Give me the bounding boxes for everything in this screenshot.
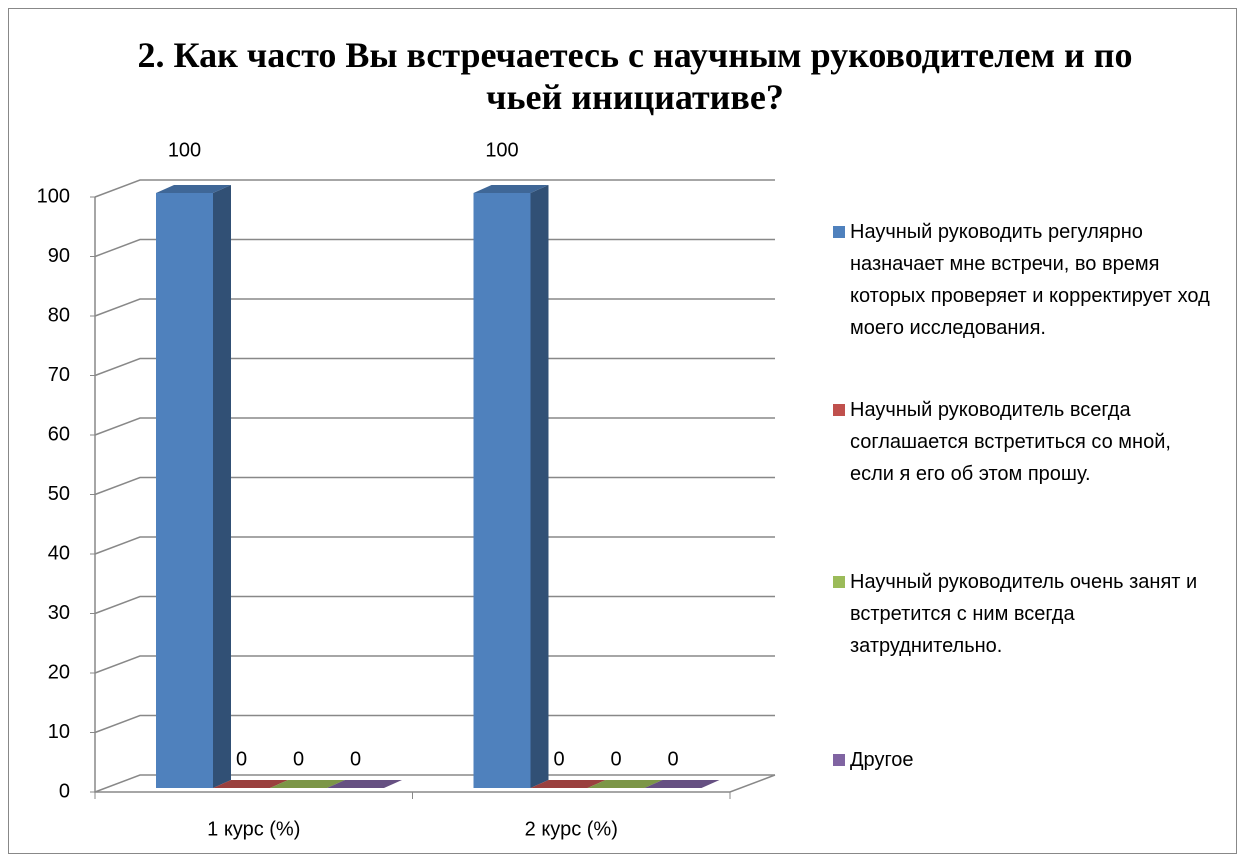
data-label: 0 bbox=[236, 748, 247, 770]
y-tick-label: 100 bbox=[37, 185, 70, 207]
grid-line bbox=[94, 595, 775, 615]
data-label: 0 bbox=[350, 748, 361, 770]
x-tick-label: 1 курс (%) bbox=[207, 818, 300, 840]
grid-line bbox=[94, 476, 775, 496]
bar-top bbox=[156, 185, 231, 193]
legend-swatch bbox=[833, 404, 845, 416]
data-label: 100 bbox=[485, 139, 518, 161]
bar-top bbox=[587, 780, 663, 788]
x-tick-label: 2 курс (%) bbox=[525, 818, 618, 840]
data-label: 0 bbox=[293, 748, 304, 770]
data-label: 100 bbox=[168, 139, 201, 161]
grid-line bbox=[94, 714, 775, 734]
grid-line bbox=[94, 298, 775, 317]
grid-line bbox=[94, 536, 775, 555]
grid-line bbox=[94, 655, 775, 674]
y-tick-label: 0 bbox=[59, 780, 70, 802]
bar bbox=[156, 193, 213, 788]
grid-line bbox=[94, 179, 775, 198]
legend-label: Научный руководить регулярно назначает м… bbox=[850, 221, 1210, 339]
bar-side bbox=[213, 185, 231, 788]
y-tick-label: 80 bbox=[48, 304, 70, 326]
data-label: 0 bbox=[667, 748, 678, 770]
y-tick-label: 50 bbox=[48, 483, 70, 505]
y-tick-label: 10 bbox=[48, 721, 70, 743]
y-tick-label: 90 bbox=[48, 245, 70, 267]
y-tick-label: 30 bbox=[48, 602, 70, 624]
y-tick-label: 20 bbox=[48, 661, 70, 683]
bar bbox=[473, 193, 531, 788]
y-tick-label: 70 bbox=[48, 364, 70, 386]
chart-title: 2. Как часто Вы встречаетесь с научным р… bbox=[137, 35, 1133, 117]
grid-line bbox=[94, 238, 775, 258]
bar-top bbox=[530, 780, 606, 788]
grid-line bbox=[94, 774, 775, 793]
legend-label: Научный руководитель очень занят и встре… bbox=[850, 571, 1198, 657]
y-tick-label: 60 bbox=[48, 423, 70, 445]
data-label: 0 bbox=[553, 748, 564, 770]
legend-swatch bbox=[833, 576, 845, 588]
bar-side bbox=[530, 185, 549, 788]
legend-swatch bbox=[833, 226, 845, 238]
grid-line bbox=[94, 417, 775, 436]
legend-swatch bbox=[833, 754, 845, 766]
bar-top bbox=[270, 780, 345, 788]
chart-border bbox=[8, 8, 1237, 854]
legend-label: Другое bbox=[850, 749, 914, 771]
bar-top bbox=[213, 780, 288, 788]
data-label: 0 bbox=[610, 748, 621, 770]
bar-top bbox=[327, 780, 402, 788]
legend-entry: Другое bbox=[833, 744, 1213, 776]
bar-top bbox=[644, 780, 720, 788]
legend-label: Научный руководитель всегда соглашается … bbox=[850, 399, 1171, 485]
grid-line bbox=[94, 357, 775, 377]
legend-entry: Научный руководитель очень занят и встре… bbox=[833, 566, 1213, 662]
legend-entry: Научный руководить регулярно назначает м… bbox=[833, 216, 1213, 344]
y-tick-label: 40 bbox=[48, 542, 70, 564]
bar-top bbox=[473, 185, 549, 193]
legend-entry: Научный руководитель всегда соглашается … bbox=[833, 394, 1213, 490]
